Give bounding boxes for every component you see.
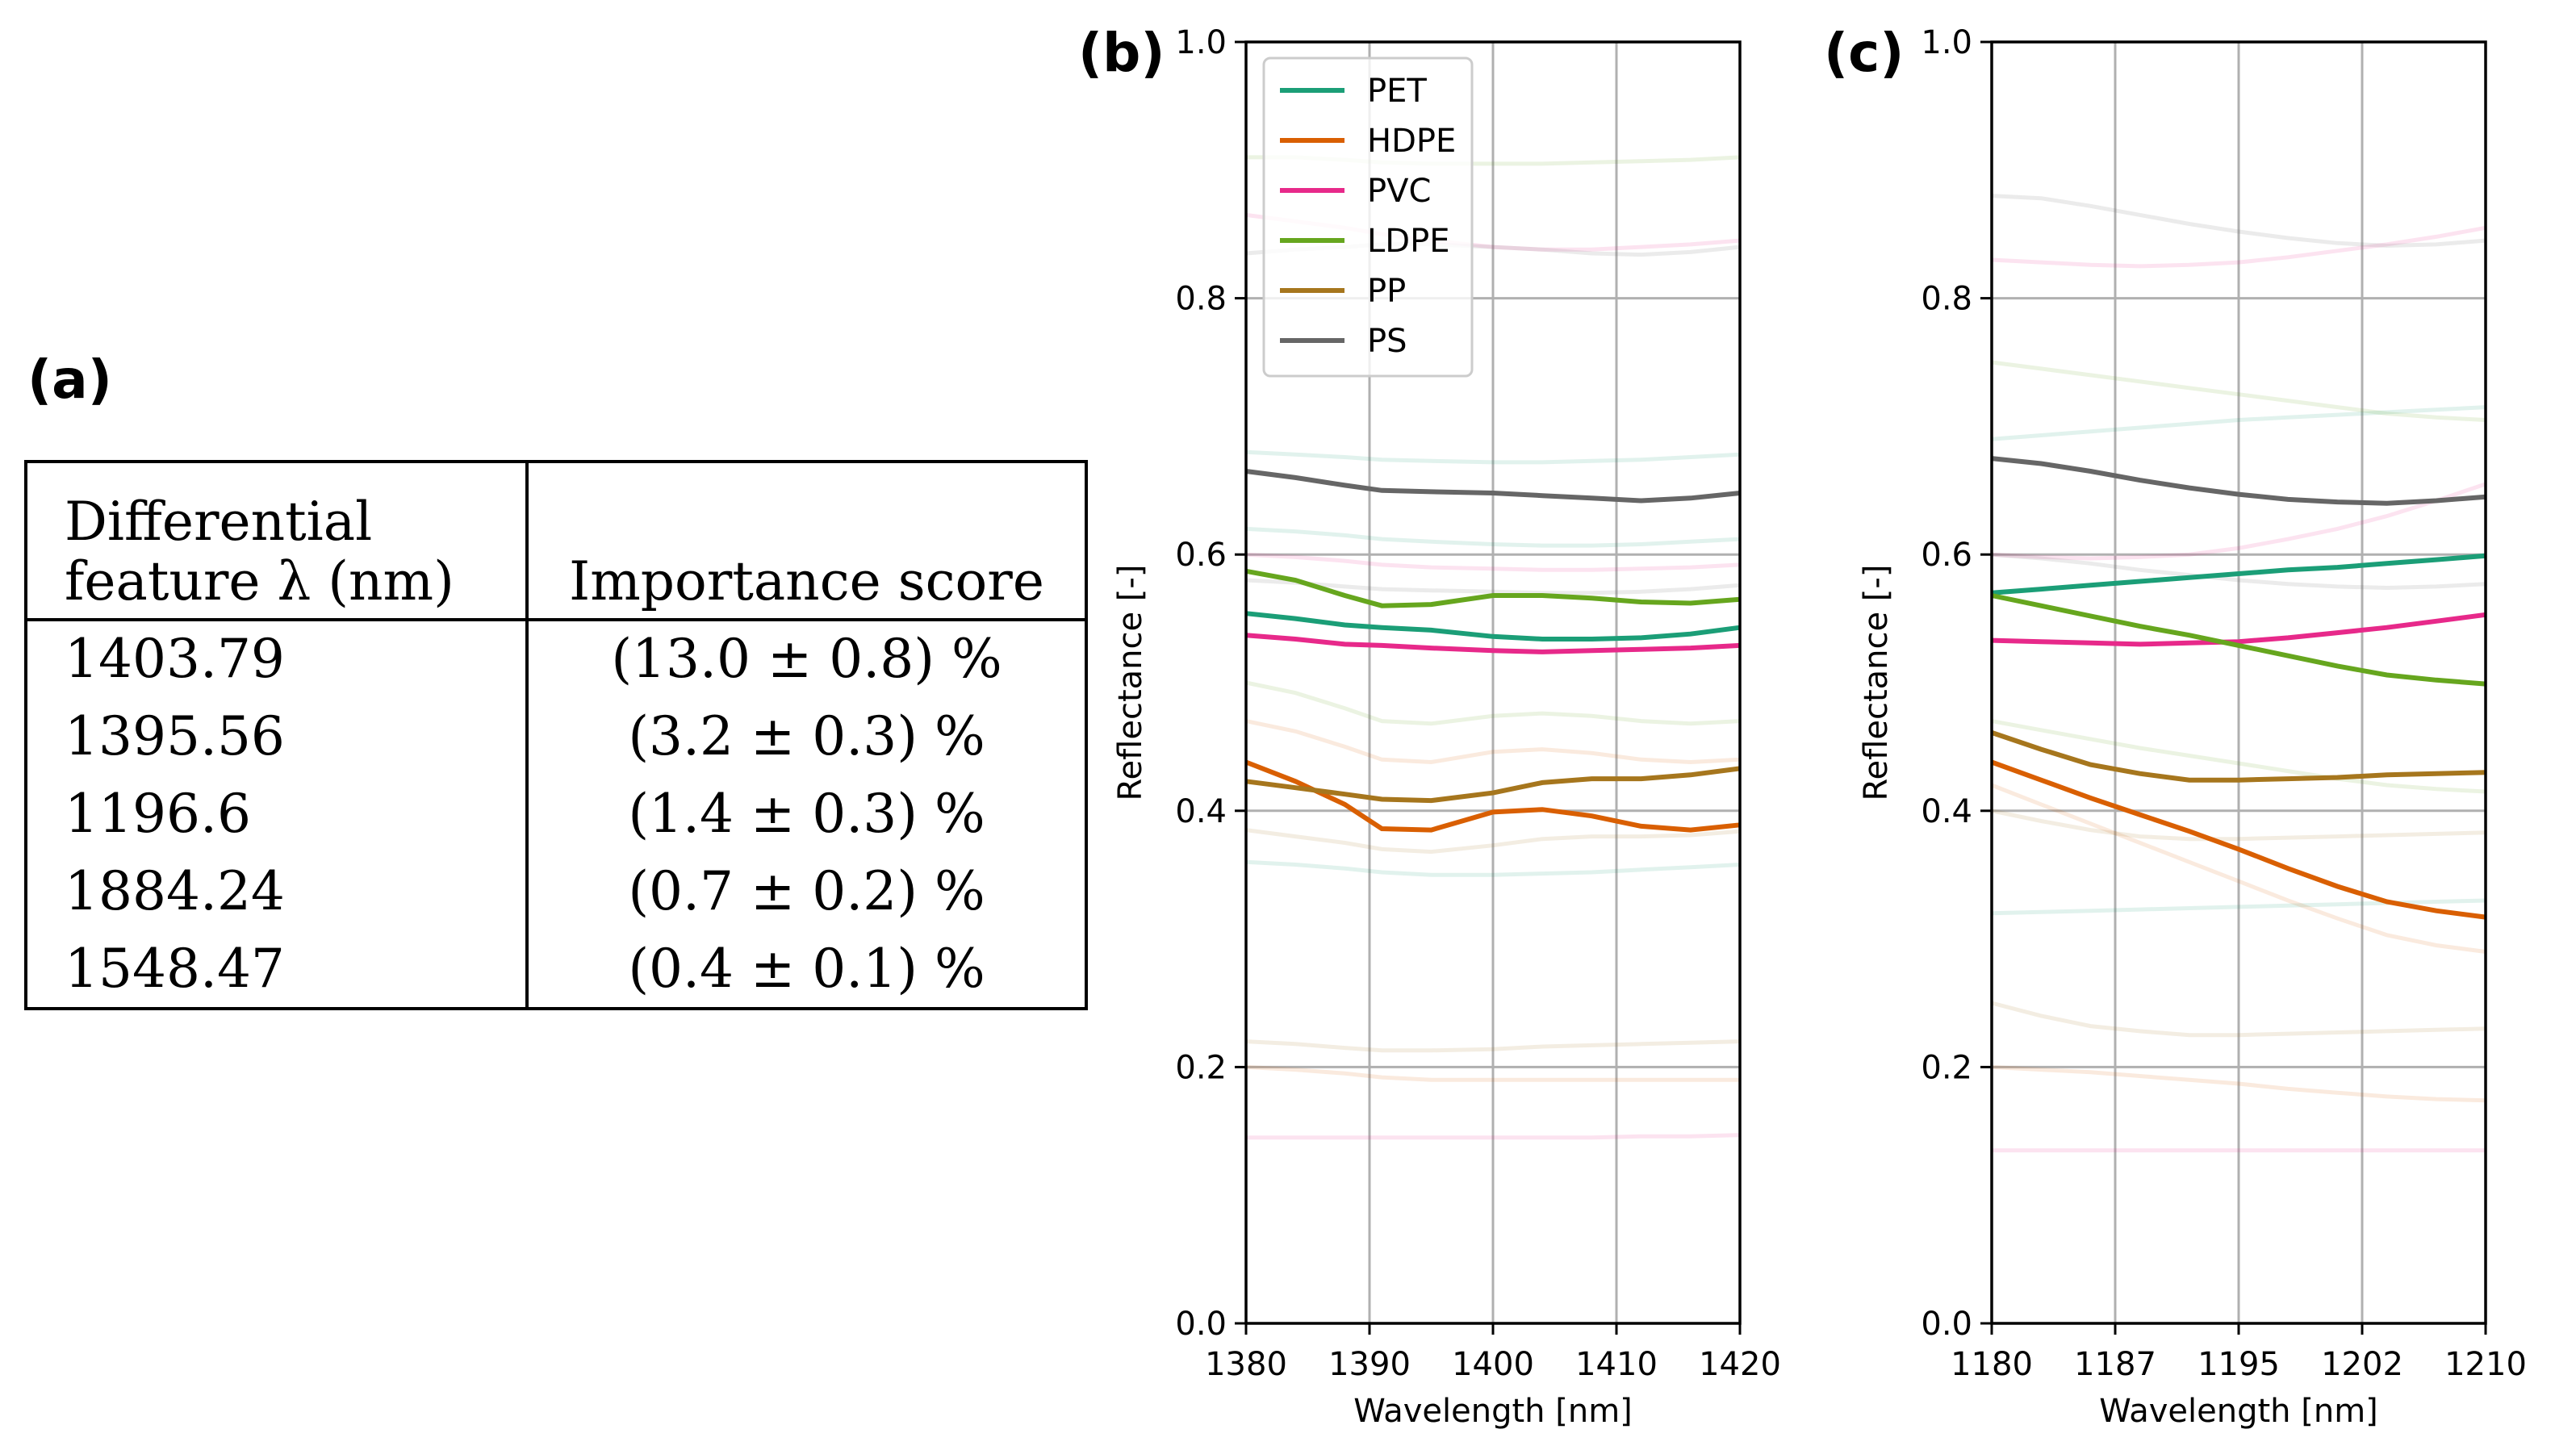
x-tick-label: 1420 <box>1699 1346 1781 1383</box>
background-spectrum-line <box>1245 1039 1741 1053</box>
y-tick-label: 0.2 <box>1175 1049 1227 1086</box>
series-line-pvc <box>1991 612 2486 647</box>
series-line-ldpe <box>1245 568 1741 608</box>
background-spectrum-line <box>1245 578 1741 596</box>
panel-a-label: (a) <box>27 349 112 411</box>
reflectance-plot-c: 1180 1187 1195 1202 1210 0.0 0.2 0.4 0.6 0.8 1.0 Wa… <box>1824 22 2527 1430</box>
x-tick-label: 1410 <box>1575 1346 1658 1383</box>
y-axis-label: Reflectance [-] <box>1112 565 1149 801</box>
table-row: 1196.6 (1.4 ± 0.3) % <box>26 775 1086 854</box>
y-tick-label: 0.4 <box>1921 793 1972 830</box>
y-tick-label: 0.0 <box>1921 1306 1972 1343</box>
background-spectrum-line <box>1991 360 2486 422</box>
background-spectrum-line <box>1991 482 2486 561</box>
background-spectrum-line <box>1245 680 1741 726</box>
table-row: 1884.24 (0.7 ± 0.2) % <box>26 853 1086 931</box>
y-tick-label: 0.2 <box>1921 1049 1972 1086</box>
y-tick-label: 1.0 <box>1175 24 1227 61</box>
legend-label-ps: PS <box>1367 323 1407 360</box>
background-spectrum-line <box>1991 1064 2486 1103</box>
table-row: 1403.79 (13.0 ± 0.8) % <box>26 620 1086 698</box>
legend-label-hdpe: HDPE <box>1367 123 1456 160</box>
header-feature-line2: feature λ (nm) <box>65 550 454 613</box>
background-spectrum-line <box>1245 828 1741 855</box>
row-wavelength: 1403.79 <box>26 620 529 698</box>
x-tick-label: 1380 <box>1205 1346 1287 1383</box>
row-score: (3.2 ± 0.3) % <box>628 704 985 767</box>
row-score: (0.4 ± 0.1) % <box>628 937 985 1000</box>
x-tick-label: 1210 <box>2444 1346 2527 1383</box>
background-spectrum-line <box>1991 225 2486 269</box>
row-score: (0.7 ± 0.2) % <box>628 860 985 923</box>
series-line-ps <box>1991 456 2486 506</box>
y-tick-label: 0.0 <box>1175 1306 1227 1343</box>
row-score: (1.4 ± 0.3) % <box>628 783 985 846</box>
series-line-pet <box>1245 611 1741 642</box>
background-spectrum-line <box>1991 194 2486 249</box>
row-wavelength: 1884.24 <box>26 853 529 931</box>
legend-label-pvc: PVC <box>1367 173 1431 210</box>
background-spectrum-line <box>1991 809 2486 842</box>
y-tick-label: 0.6 <box>1921 537 1972 574</box>
series-line-pvc <box>1245 633 1741 654</box>
x-tick-label: 1195 <box>2198 1346 2280 1383</box>
background-spectrum-line <box>1245 526 1741 548</box>
series-line-hdpe <box>1244 759 1741 833</box>
series-line-pp <box>1245 766 1741 804</box>
background-spectrum-line <box>1245 1064 1740 1082</box>
y-tick-label: 0.8 <box>1175 281 1227 318</box>
header-importance-score: Importance score <box>569 550 1044 613</box>
background-spectrum-line <box>1245 552 1741 572</box>
y-tick-label: 1.0 <box>1921 24 1972 61</box>
y-tick-label: 0.8 <box>1921 281 1972 318</box>
series-line-hdpe <box>1990 759 2486 920</box>
background-spectrum-line <box>1991 783 2486 954</box>
row-score: (13.0 ± 0.8) % <box>611 628 1002 691</box>
row-wavelength: 1196.6 <box>26 775 529 854</box>
reflectance-plot-b: 1380 1390 1400 1410 1420 0.0 0.2 0.4 0.6 0.8 1.0 Wa… <box>1078 22 1781 1430</box>
importance-table-grid: Differential feature λ (nm) Importance s… <box>24 460 1088 1010</box>
legend-label-pp: PP <box>1367 273 1406 310</box>
x-axis-label: Wavelength [nm] <box>1353 1393 1633 1430</box>
x-tick-label: 1180 <box>1951 1346 2033 1383</box>
panel-label: (c) <box>1824 22 1904 84</box>
row-wavelength: 1548.47 <box>26 930 529 1009</box>
y-axis-label: Reflectance [-] <box>1858 565 1895 801</box>
x-tick-label: 1187 <box>2074 1346 2156 1383</box>
table-row: 1548.47 (0.4 ± 0.1) % <box>26 930 1086 1009</box>
x-tick-label: 1400 <box>1452 1346 1534 1383</box>
background-spectrum-line <box>1991 1001 2486 1038</box>
background-spectrum-line <box>1991 405 2486 441</box>
importance-table: Differential feature λ (nm) Importance s… <box>24 460 1088 1010</box>
legend-label-ldpe: LDPE <box>1367 223 1449 260</box>
y-tick-label: 0.4 <box>1175 793 1227 830</box>
x-tick-label: 1390 <box>1328 1346 1411 1383</box>
legend-label-pet: PET <box>1367 73 1427 110</box>
series-line-pp <box>1991 730 2486 783</box>
background-spectrum-line <box>1245 719 1741 765</box>
background-spectrum-line <box>1246 1133 1741 1140</box>
background-spectrum-line <box>1991 552 2486 591</box>
series-line-pet <box>1991 553 2486 596</box>
background-spectrum-line <box>1245 859 1741 877</box>
panel-label: (b) <box>1078 22 1165 84</box>
series-line-ps <box>1245 469 1741 504</box>
background-spectrum-line <box>1991 719 2486 794</box>
table-header-row: Differential feature λ (nm) Importance s… <box>26 462 1086 620</box>
series-line-ldpe <box>1991 593 2486 687</box>
legend-box <box>1262 56 1474 378</box>
table-row: 1395.56 (3.2 ± 0.3) % <box>26 697 1086 775</box>
x-axis-label: Wavelength [nm] <box>2099 1393 2378 1430</box>
y-tick-label: 0.6 <box>1175 537 1227 574</box>
x-tick-label: 1202 <box>2321 1346 2403 1383</box>
header-feature-wavelength: Differential feature λ (nm) <box>26 462 529 620</box>
background-spectrum-line <box>1245 449 1741 465</box>
row-wavelength: 1395.56 <box>26 697 529 775</box>
header-feature-line1: Differential <box>65 491 373 554</box>
